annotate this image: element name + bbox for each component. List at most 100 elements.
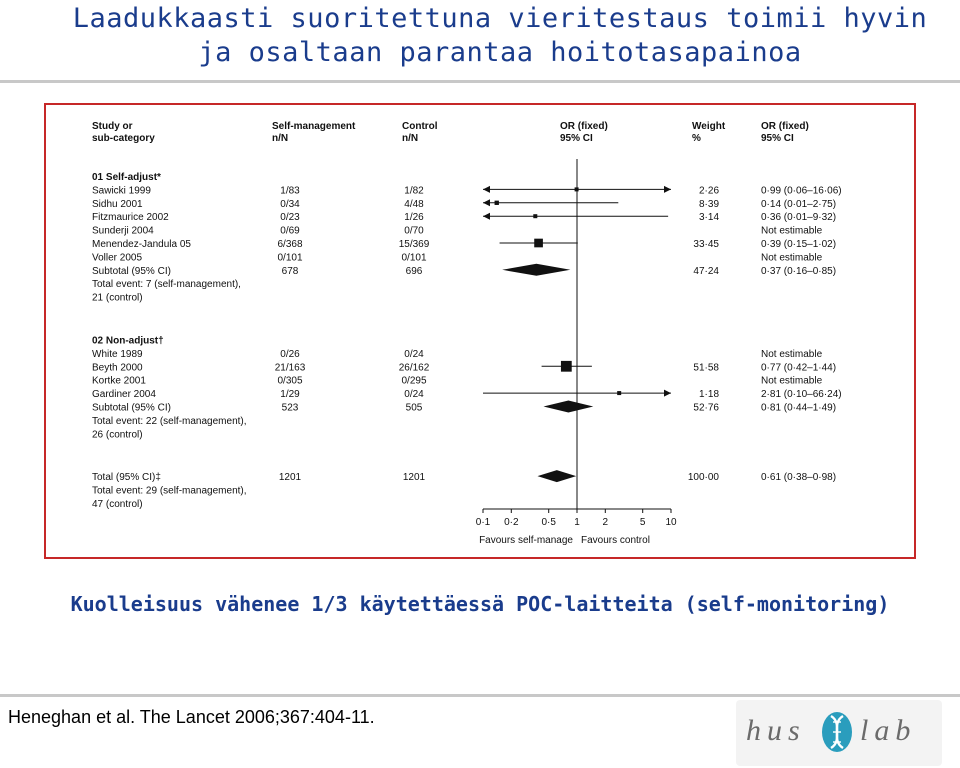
row-5-study-label: Menendez-Jandula 05 bbox=[92, 239, 191, 250]
row-5-weight-value: 33·45 bbox=[693, 239, 719, 250]
header-or-1: OR (fixed) bbox=[560, 121, 608, 132]
row-16-summary-diamond bbox=[543, 400, 594, 413]
row-17-study-label: Total event: 22 (self-management), bbox=[92, 416, 247, 427]
row-2-sm-value: 0/34 bbox=[280, 199, 300, 210]
x-label-favours-self-manage: Favours self-manage bbox=[479, 535, 573, 546]
header-or-text-2: 95% CI bbox=[761, 133, 794, 144]
row-5-control-value: 15/369 bbox=[399, 239, 430, 250]
row-20-control-value: 1201 bbox=[403, 472, 426, 483]
conclusion-text: Kuolleisuus vähenee 1/3 käytettäessä POC… bbox=[70, 592, 890, 616]
row-4-control-value: 0/70 bbox=[404, 226, 424, 237]
row-15-control-value: 0/24 bbox=[404, 389, 424, 400]
row-3-weight-value: 3·14 bbox=[699, 212, 719, 223]
row-4-sm-value: 0/69 bbox=[280, 226, 300, 237]
row-5-point-estimate bbox=[534, 238, 543, 248]
row-16-weight-value: 52·76 bbox=[693, 402, 719, 413]
header-sm-2: n/N bbox=[272, 133, 288, 144]
row-13-sm-value: 21/163 bbox=[275, 362, 306, 373]
row-7-sm-value: 678 bbox=[282, 266, 299, 277]
row-1-ci-right-arrow bbox=[664, 185, 671, 193]
row-3-or-text: 0·36 (0·01–9·32) bbox=[761, 212, 836, 223]
row-15-sm-value: 1/29 bbox=[280, 389, 300, 400]
row-20-or-text: 0·61 (0·38–0·98) bbox=[761, 472, 836, 483]
slide-title-line-1: Laadukkaasti suoritettuna vieritestaus t… bbox=[72, 3, 928, 34]
row-1-or-text: 0·99 (0·06–16·06) bbox=[761, 185, 842, 196]
citation-text: Heneghan et al. The Lancet 2006;367:404-… bbox=[8, 707, 375, 727]
header-or-2: 95% CI bbox=[560, 133, 593, 144]
header-weight-2: % bbox=[692, 133, 701, 144]
row-2-control-value: 4/48 bbox=[404, 199, 424, 210]
row-15-study-label: Gardiner 2004 bbox=[92, 389, 156, 400]
row-12-sm-value: 0/26 bbox=[280, 349, 300, 360]
row-15-ci-right-arrow bbox=[664, 389, 671, 397]
row-3-study-label: Fitzmaurice 2002 bbox=[92, 212, 169, 223]
row-3-control-value: 1/26 bbox=[404, 212, 424, 223]
row-20-weight-value: 100·00 bbox=[688, 472, 720, 483]
header-study-1: Study or bbox=[92, 121, 133, 132]
row-2-point-estimate bbox=[494, 200, 499, 205]
row-15-or-text: 2·81 (0·10–66·24) bbox=[761, 389, 842, 400]
row-16-control-value: 505 bbox=[406, 402, 423, 413]
x-tick-label-5: 2 bbox=[603, 517, 609, 528]
forest-plot-frame: Study or sub-category Self-management n/N Co… bbox=[44, 103, 916, 559]
slide-title-line-2: ja osaltaan parantaa hoitotasapainoa bbox=[198, 37, 802, 68]
row-1-control-value: 1/82 bbox=[404, 185, 424, 196]
row-22-study-label: 47 (control) bbox=[92, 499, 143, 510]
x-tick-label-1: 0·1 bbox=[476, 517, 491, 528]
x-tick-label-3: 0·5 bbox=[541, 517, 556, 528]
row-3-point-estimate bbox=[533, 214, 538, 219]
header-ctrl-2: n/N bbox=[402, 133, 418, 144]
x-tick-label-7: 10 bbox=[665, 517, 677, 528]
row-1-study-label: Sawicki 1999 bbox=[92, 185, 151, 196]
header-ctrl-1: Control bbox=[402, 121, 438, 132]
row-7-or-text: 0·37 (0·16–0·85) bbox=[761, 266, 836, 277]
row-20-study-label: Total (95% CI)‡ bbox=[92, 472, 161, 483]
row-18-study-label: 26 (control) bbox=[92, 429, 143, 440]
row-7-study-label: Subtotal (95% CI) bbox=[92, 266, 171, 277]
logo-text-lab: lab bbox=[860, 714, 917, 747]
row-14-control-value: 0/295 bbox=[401, 376, 426, 387]
row-13-control-value: 26/162 bbox=[399, 362, 430, 373]
row-4-or-text: Not estimable bbox=[761, 226, 823, 237]
row-12-control-value: 0/24 bbox=[404, 349, 424, 360]
row-15-point-estimate bbox=[617, 391, 622, 396]
forest-plot: Study orsub-categorySelf-managementn/NCo… bbox=[92, 121, 842, 546]
x-tick-label-6: 5 bbox=[640, 517, 646, 528]
row-20-summary-diamond bbox=[537, 470, 577, 483]
header-sm-1: Self-management bbox=[272, 121, 356, 132]
row-16-study-label: Subtotal (95% CI) bbox=[92, 402, 171, 413]
row-2-ci-left-arrow bbox=[483, 199, 490, 207]
huslab-logo: hus lab bbox=[736, 700, 942, 766]
row-14-study-label: Kortke 2001 bbox=[92, 376, 146, 387]
header-study-2: sub-category bbox=[92, 133, 155, 144]
row-16-sm-value: 523 bbox=[282, 402, 299, 413]
row-12-study-label: White 1989 bbox=[92, 349, 143, 360]
dna-helix-icon bbox=[822, 712, 852, 752]
row-3-ci-left-arrow bbox=[483, 212, 490, 220]
row-9-study-label: 21 (control) bbox=[92, 293, 143, 304]
row-1-weight-value: 2·26 bbox=[699, 185, 719, 196]
x-tick-label-4: 1 bbox=[574, 517, 580, 528]
row-7-control-value: 696 bbox=[406, 266, 423, 277]
row-12-or-text: Not estimable bbox=[761, 349, 823, 360]
row-2-study-label: Sidhu 2001 bbox=[92, 199, 143, 210]
row-6-sm-value: 0/101 bbox=[277, 252, 302, 263]
x-label-favours-control: Favours control bbox=[581, 535, 650, 546]
row-7-summary-diamond bbox=[502, 263, 571, 276]
row-13-or-text: 0·77 (0·42–1·44) bbox=[761, 362, 836, 373]
row-15-weight-value: 1·18 bbox=[699, 389, 719, 400]
footer-divider bbox=[0, 694, 960, 697]
title-divider bbox=[0, 80, 960, 83]
row-6-or-text: Not estimable bbox=[761, 252, 823, 263]
row-8-study-label: Total event: 7 (self-management), bbox=[92, 279, 241, 290]
row-21-study-label: Total event: 29 (self-management), bbox=[92, 486, 247, 497]
row-1-ci-left-arrow bbox=[483, 185, 490, 193]
header-or-text-1: OR (fixed) bbox=[761, 121, 809, 132]
row-0-study-label: 01 Self-adjust* bbox=[92, 172, 161, 183]
row-1-sm-value: 1/83 bbox=[280, 185, 300, 196]
row-20-sm-value: 1201 bbox=[279, 472, 302, 483]
row-2-weight-value: 8·39 bbox=[699, 199, 719, 210]
row-1-point-estimate bbox=[574, 187, 579, 192]
row-2-or-text: 0·14 (0·01–2·75) bbox=[761, 199, 836, 210]
row-13-point-estimate bbox=[560, 360, 572, 372]
